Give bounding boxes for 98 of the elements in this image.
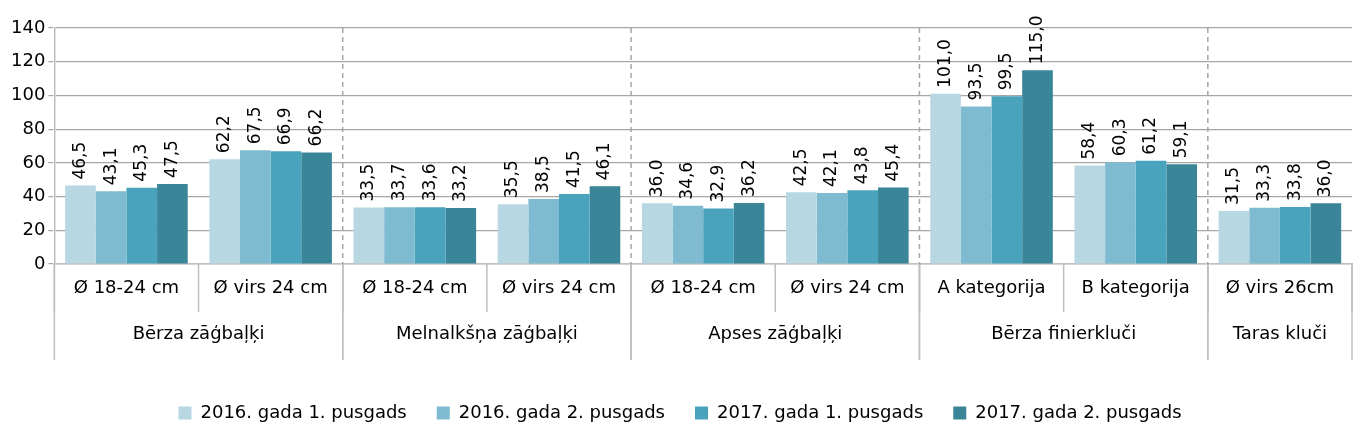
bar bbox=[384, 207, 415, 264]
bar bbox=[445, 208, 477, 264]
y-tick-label: 60 bbox=[22, 150, 46, 172]
data-label: 36,0 bbox=[1314, 159, 1335, 198]
data-label: 43,1 bbox=[99, 147, 120, 186]
y-tick-label: 0 bbox=[33, 251, 46, 273]
data-label: 36,2 bbox=[737, 159, 758, 197]
data-label: 32,9 bbox=[706, 164, 727, 203]
x-tick-label: Ø virs 24 cm bbox=[213, 276, 328, 298]
bar bbox=[353, 207, 385, 264]
data-label: 47,5 bbox=[160, 140, 181, 178]
text: Taras kluči bbox=[1231, 321, 1328, 343]
bar bbox=[270, 151, 302, 264]
y-tick-label: 80 bbox=[22, 116, 46, 138]
x-tick-label: Ø virs 24 cm bbox=[501, 276, 617, 298]
x-tick-label: Ø virs 24 cm bbox=[790, 276, 905, 298]
bar bbox=[497, 204, 529, 264]
data-label: 93,5 bbox=[964, 62, 985, 101]
bar bbox=[1074, 165, 1106, 264]
x-tick-label: Ø 18-24 cm bbox=[73, 276, 180, 298]
bar bbox=[847, 190, 878, 264]
legend-label: 2016. gada 1. pusgads bbox=[200, 400, 407, 422]
data-label: 115,0 bbox=[1025, 15, 1046, 65]
bar bbox=[528, 199, 559, 264]
data-label: 59,1 bbox=[1170, 120, 1191, 159]
bar bbox=[559, 194, 590, 264]
data-label: 38,5 bbox=[532, 155, 553, 194]
data-label: 62,2 bbox=[213, 115, 234, 154]
data-label: 36,0 bbox=[645, 159, 666, 198]
bar bbox=[641, 203, 673, 264]
x-tick-label: Ø virs 26cm bbox=[1225, 276, 1335, 298]
bar bbox=[209, 159, 240, 264]
bar bbox=[1218, 210, 1250, 264]
legend-label: 2017. gada 1. pusgads bbox=[717, 400, 924, 422]
bar bbox=[733, 202, 765, 264]
bar bbox=[65, 185, 96, 264]
text: Apses zāģbaļķi bbox=[708, 321, 843, 343]
data-label: 45,4 bbox=[881, 143, 902, 182]
data-label: 60,3 bbox=[1108, 118, 1129, 157]
data-label: 33,6 bbox=[418, 163, 439, 202]
bar bbox=[1166, 164, 1197, 264]
x-tick-label: Ø 18-24 cm bbox=[362, 276, 468, 298]
bar bbox=[991, 96, 1023, 264]
bar bbox=[414, 207, 446, 264]
data-label: 45,3 bbox=[130, 143, 151, 182]
bar bbox=[95, 191, 127, 264]
bar bbox=[589, 186, 621, 264]
bar bbox=[878, 187, 909, 264]
bar bbox=[960, 106, 992, 264]
bar bbox=[239, 150, 271, 264]
data-label: 33,2 bbox=[449, 164, 470, 203]
data-label: 101,0 bbox=[934, 39, 955, 88]
bar bbox=[1249, 207, 1280, 264]
bar bbox=[157, 183, 188, 264]
data-label: 35,5 bbox=[501, 160, 522, 199]
bar bbox=[672, 205, 704, 264]
data-label: 34,6 bbox=[676, 161, 697, 200]
text: Melnalkšņa zāģbaļķi bbox=[396, 321, 578, 343]
bar bbox=[930, 93, 961, 264]
y-tick-label: 20 bbox=[22, 217, 46, 239]
data-label: 67,5 bbox=[243, 106, 264, 145]
y-tick-label: 100 bbox=[11, 83, 46, 105]
y-tick-label: 120 bbox=[11, 49, 46, 71]
bar bbox=[816, 193, 848, 264]
data-label: 42,5 bbox=[789, 148, 810, 187]
bar bbox=[1105, 162, 1136, 264]
legend-label: 2017. gada 2. pusgads bbox=[975, 400, 1182, 422]
bar bbox=[1022, 70, 1053, 264]
data-label: 33,3 bbox=[1253, 164, 1274, 202]
text: Bērza finierkluči bbox=[991, 321, 1137, 343]
x-tick-label: A kategorija bbox=[937, 276, 1046, 298]
data-label: 43,8 bbox=[851, 146, 872, 185]
data-label: 33,5 bbox=[357, 163, 378, 202]
data-label: 33,8 bbox=[1283, 163, 1304, 202]
data-label: 31,5 bbox=[1222, 167, 1243, 205]
bar bbox=[1135, 160, 1167, 264]
data-label: 58,4 bbox=[1078, 121, 1099, 160]
data-label: 46,1 bbox=[593, 142, 614, 181]
data-label: 61,2 bbox=[1139, 116, 1160, 155]
text: Bērza zāģbaļķi bbox=[132, 321, 265, 343]
data-label: 41,5 bbox=[562, 150, 583, 189]
bar bbox=[786, 192, 817, 264]
data-label: 42,1 bbox=[820, 149, 841, 188]
bar bbox=[1279, 207, 1311, 264]
bar bbox=[703, 208, 734, 264]
data-label: 99,5 bbox=[995, 52, 1016, 91]
x-tick-label: B kategorija bbox=[1081, 276, 1190, 298]
x-tick-label: Ø 18-24 cm bbox=[650, 276, 756, 298]
data-label: 66,9 bbox=[274, 107, 295, 146]
data-label: 46,5 bbox=[68, 141, 89, 180]
y-tick-label: 40 bbox=[22, 184, 46, 206]
legend-label: 2016. gada 2. pusgads bbox=[458, 400, 666, 422]
bar bbox=[301, 152, 332, 264]
bar bbox=[1310, 203, 1342, 264]
data-label: 33,7 bbox=[387, 163, 408, 202]
data-label: 66,2 bbox=[305, 108, 326, 147]
bar bbox=[126, 187, 158, 264]
y-tick-label: 140 bbox=[11, 15, 46, 37]
